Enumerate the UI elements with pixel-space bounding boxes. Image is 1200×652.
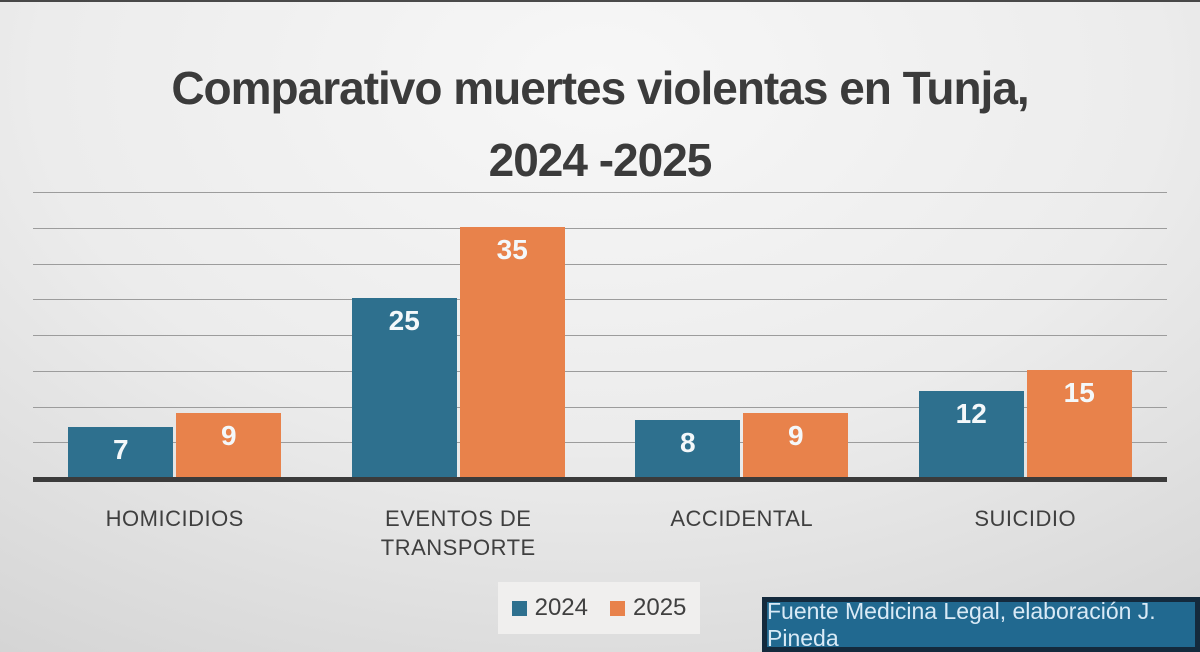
plot-area: 7 9 HOMICIDIOS 25 35 EVENTOS DE TRANSPORTE 8 9 A… [33, 192, 1167, 560]
bar-2024-accidental: 8 [635, 419, 741, 477]
chart-title: Comparativo muertes violentas en Tunja, … [0, 52, 1200, 196]
legend-label-2025: 2025 [633, 594, 687, 621]
chart-title-line1: Comparativo muertes violentas en Tunja, [171, 62, 1029, 114]
gridline-y-10 [33, 406, 1167, 408]
gridline-y-15 [33, 370, 1167, 372]
gridline-y-20 [33, 335, 1167, 336]
slide-top-edge [0, 0, 1200, 2]
bar-2024-eventos-de-transporte: 25 [351, 298, 457, 477]
bar-value-label: 7 [112, 433, 129, 465]
gridline-y-40 [33, 192, 1167, 193]
category-label-eventos-de-transporte: EVENTOS DE TRANSPORTE [380, 506, 536, 560]
legend-swatch-2025 [610, 600, 625, 616]
bar-value-label: 15 [1063, 376, 1095, 408]
bar-value-label: 25 [388, 305, 420, 337]
bar-2025-accidental: 9 [743, 412, 849, 477]
bar-2025-suicidio: 15 [1026, 369, 1132, 477]
bar-value-label: 8 [679, 426, 696, 458]
bar-value-label: 9 [220, 419, 237, 451]
category-label-suicidio: SUICIDIO [974, 506, 1077, 531]
category-label-homicidios: HOMICIDIOS [105, 506, 244, 531]
bar-2025-homicidios: 9 [176, 412, 282, 477]
legend-label-2024: 2024 [534, 594, 588, 621]
gridline-y-25 [33, 299, 1167, 301]
legend-item-2025: 2025 [610, 594, 686, 622]
bar-2025-eventos-de-transporte: 35 [459, 226, 565, 477]
chart-title-line2: 2024 -2025 [488, 134, 713, 186]
gridline-y-5 [33, 442, 1167, 444]
legend-item-2024: 2024 [511, 594, 588, 622]
gridline-y-30 [33, 263, 1167, 265]
source-note-text: Fuente Medicina Legal, elaboración J. Pi… [767, 597, 1156, 651]
category-label-accidental: ACCIDENTAL [670, 506, 814, 531]
bar-2024-suicidio: 12 [918, 391, 1024, 477]
legend-swatch-2024 [511, 600, 527, 616]
bar-2024-homicidios: 7 [68, 426, 174, 477]
bar-value-label: 35 [496, 233, 528, 265]
chart-legend: 2024 2025 [498, 582, 700, 634]
gridline-y-35 [33, 227, 1167, 229]
source-note-box: Fuente Medicina Legal, elaboración J. Pi… [762, 597, 1200, 652]
bar-value-label: 12 [955, 398, 987, 430]
x-axis-line [33, 477, 1167, 482]
bar-value-label: 9 [787, 419, 804, 451]
